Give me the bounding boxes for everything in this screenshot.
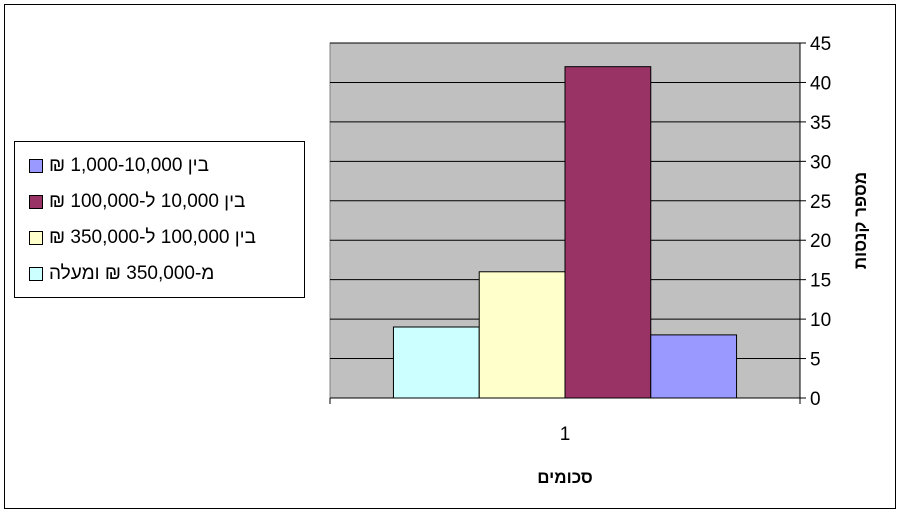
y-tick-label: 30 [810,152,831,173]
y-tick-label: 10 [810,310,831,331]
bars [392,66,738,399]
legend-items: בין 1,000-10,000 ₪ בין 10,000 ל-100,000 ₪… [15,148,304,292]
legend-swatch [29,159,43,173]
legend-item: בין 100,000 ל-350,000 ₪ [15,220,256,256]
legend-swatch [29,267,43,281]
legend: בין 1,000-10,000 ₪ בין 10,000 ל-100,000 ₪… [14,141,305,298]
y-tick-label: 45 [810,34,831,55]
legend-item: מ-350,000 ₪ ומעלה [15,256,214,292]
legend-label: בין 1,000-10,000 ₪ [49,155,209,176]
y-tick-label: 35 [810,113,831,134]
legend-label: מ-350,000 ₪ ומעלה [49,263,215,284]
legend-item: בין 10,000 ל-100,000 ₪ [15,184,245,220]
y-tick-label: 15 [810,271,831,292]
y-tick-label: 0 [810,389,821,410]
y-ticks: 0 5 10 15 20 25 30 35 40 45 [800,34,831,410]
y-tick-label: 5 [810,350,821,371]
x-axis-title: סכומים [537,468,593,487]
legend-item: בין 1,000-10,000 ₪ [15,148,209,184]
bar-series-2 [564,66,652,399]
x-tick-label: 1 [560,424,571,445]
y-tick-label: 20 [810,231,831,252]
bar-series-0 [392,326,480,399]
y-tick-label: 40 [810,73,831,94]
legend-label: בין 10,000 ל-100,000 ₪ [49,191,246,212]
x-ticks: 1 [329,398,801,445]
bar-series-3 [650,334,738,399]
legend-label: בין 100,000 ל-350,000 ₪ [49,227,256,248]
legend-swatch [29,195,43,209]
y-tick-label: 25 [810,192,831,213]
legend-swatch [29,231,43,245]
bar-series-1 [478,271,566,399]
y-axis-title: מספר קנסות [851,172,870,269]
